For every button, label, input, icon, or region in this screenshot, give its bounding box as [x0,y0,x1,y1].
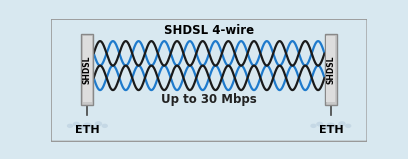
Ellipse shape [95,122,102,126]
Ellipse shape [73,122,79,126]
Text: SHDSL: SHDSL [83,55,92,83]
Text: ETH: ETH [75,125,100,135]
Ellipse shape [334,126,339,129]
Ellipse shape [90,126,96,129]
Text: SHDSL: SHDSL [326,55,335,83]
Ellipse shape [339,122,345,126]
Ellipse shape [346,124,350,127]
Bar [326,36,335,102]
Text: SHDSL 4-wire: SHDSL 4-wire [164,24,254,37]
Ellipse shape [322,126,328,129]
Ellipse shape [327,123,335,128]
Text: ETH: ETH [319,125,343,135]
FancyBboxPatch shape [51,19,367,142]
Ellipse shape [317,122,323,126]
Ellipse shape [84,123,91,128]
Ellipse shape [79,126,84,129]
Text: Up to 30 Mbps: Up to 30 Mbps [161,93,257,106]
Bar [325,34,337,105]
Bar [81,34,93,105]
Ellipse shape [311,124,316,127]
Ellipse shape [102,124,107,127]
Ellipse shape [68,124,72,127]
Bar [83,36,92,102]
